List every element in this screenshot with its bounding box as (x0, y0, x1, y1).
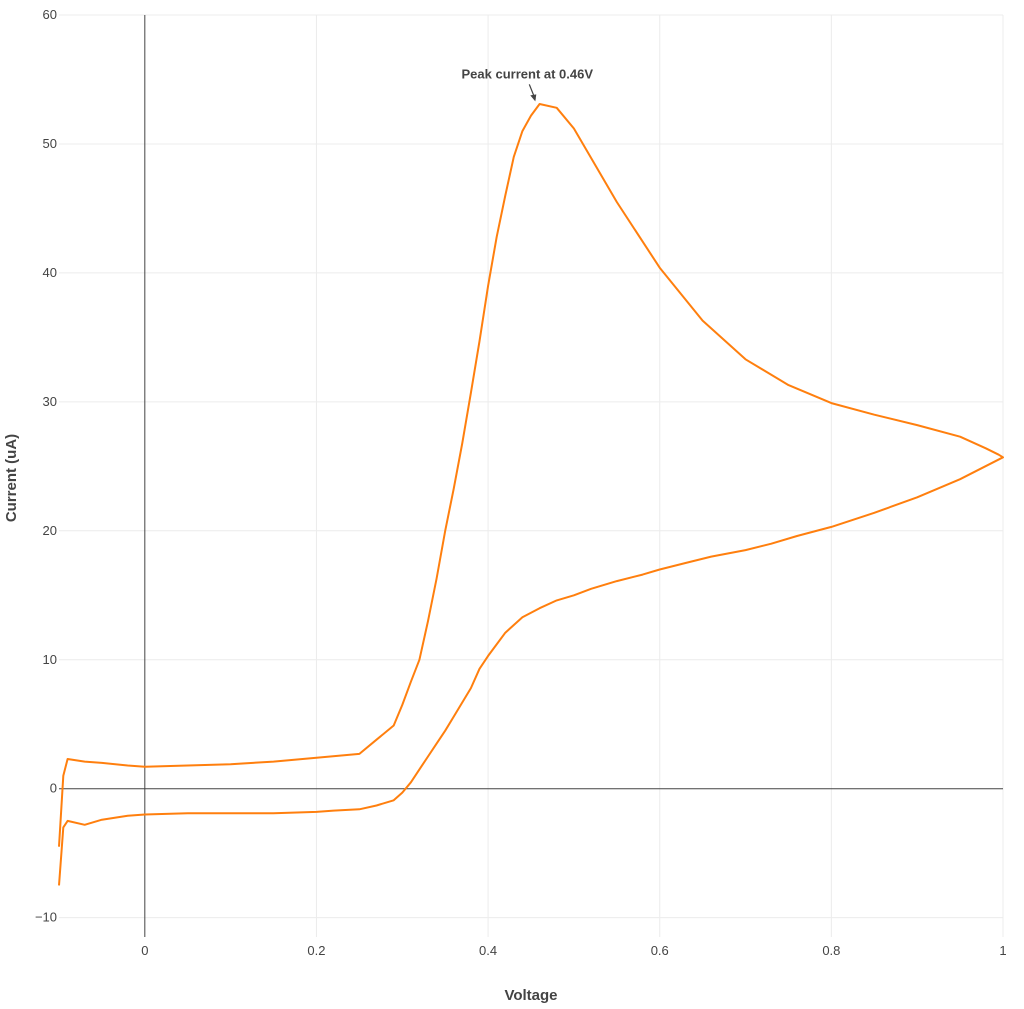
y-tick-label: −10 (35, 910, 57, 925)
y-axis-title: Current (uA) (3, 434, 20, 522)
series-line (58, 103, 1004, 886)
y-tick-label: 50 (43, 136, 57, 151)
y-tick-labels: −10 0 10 20 30 40 50 60 (35, 7, 57, 925)
x-tick-label: 0.2 (307, 943, 325, 958)
x-tick-label: 0.8 (822, 943, 840, 958)
grid-lines (59, 14, 1004, 937)
x-axis-title: Voltage (504, 987, 557, 1004)
x-tick-label: 0.4 (479, 943, 497, 958)
y-tick-label: 20 (43, 523, 57, 538)
x-tick-label: 0.6 (651, 943, 669, 958)
annotation-layer: Peak current at 0.46V (462, 66, 594, 102)
annotation-arrowhead (530, 94, 537, 102)
series-layer (58, 103, 1004, 886)
y-tick-label: 0 (50, 781, 57, 796)
annotation-label: Peak current at 0.46V (462, 66, 594, 81)
x-tick-labels: 0 0.2 0.4 0.6 0.8 1 (141, 943, 1006, 958)
x-tick-label: 1 (999, 943, 1006, 958)
x-tick-label: 0 (141, 943, 148, 958)
y-tick-label: 30 (43, 394, 57, 409)
y-tick-label: 60 (43, 7, 57, 22)
y-tick-label: 40 (43, 265, 57, 280)
y-tick-label: 10 (43, 652, 57, 667)
zero-lines (59, 15, 1003, 937)
